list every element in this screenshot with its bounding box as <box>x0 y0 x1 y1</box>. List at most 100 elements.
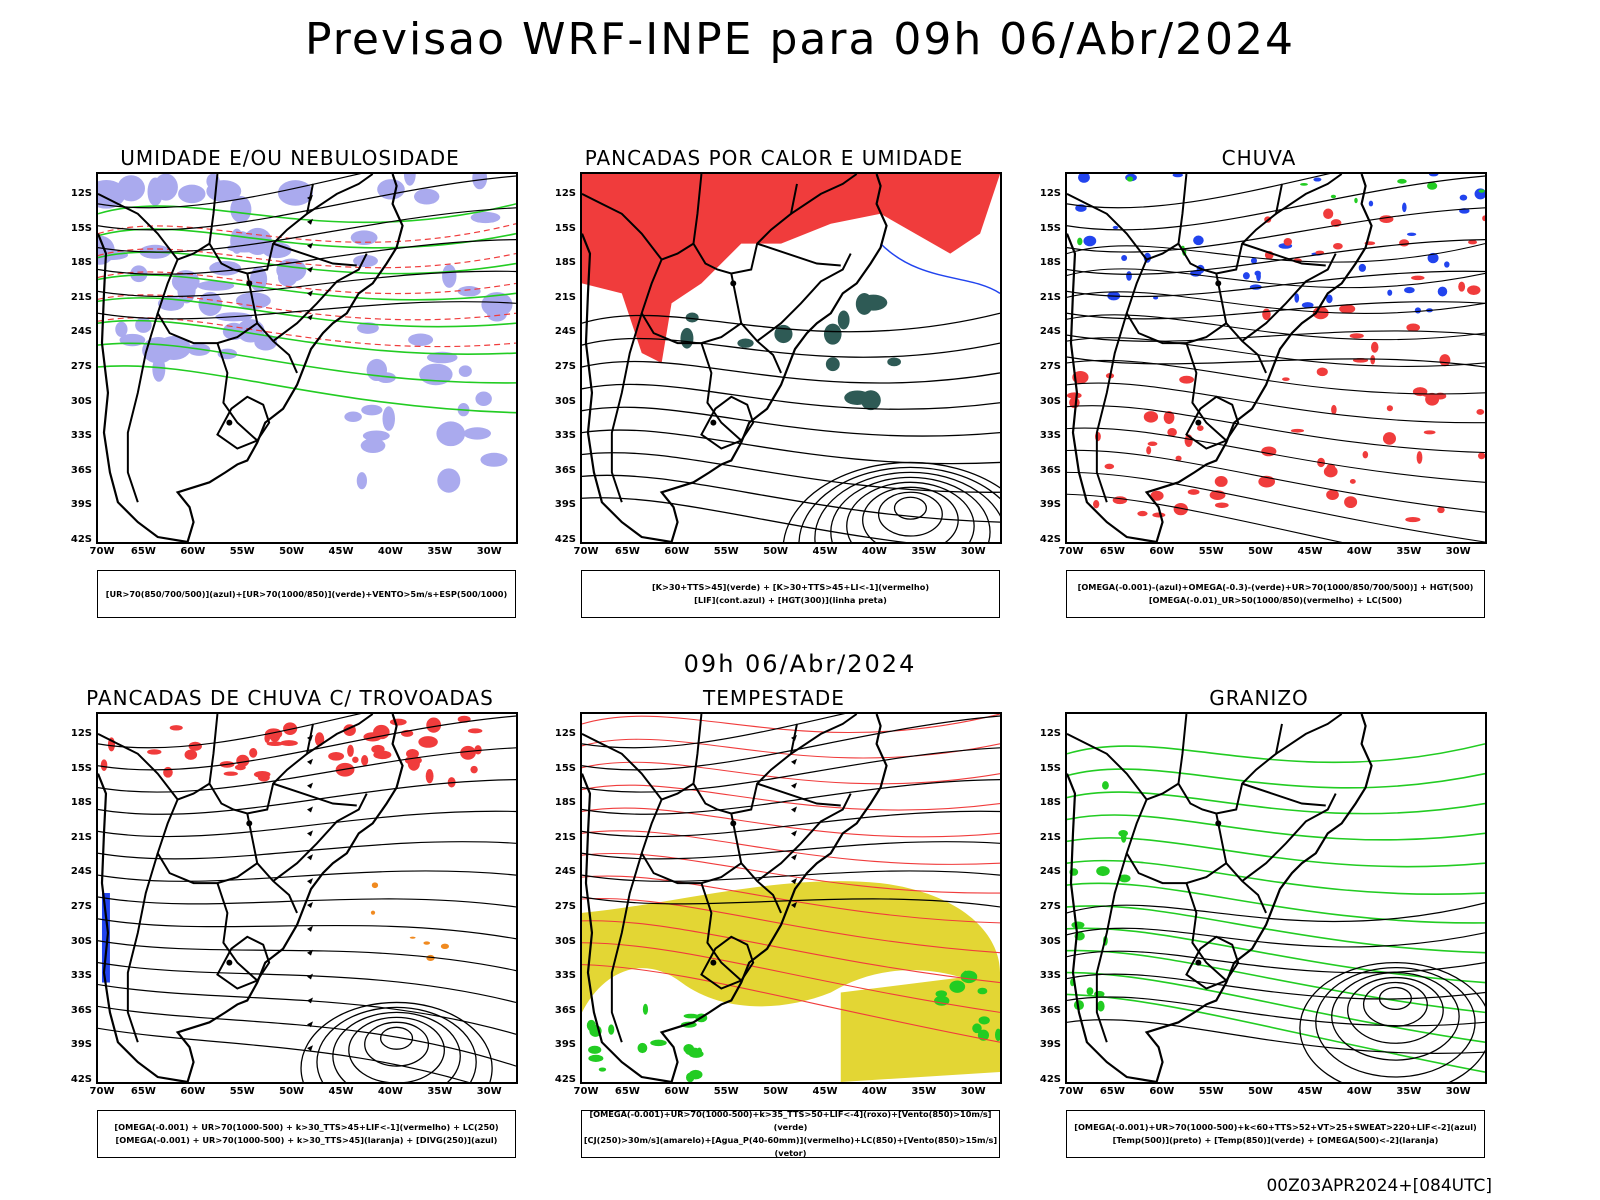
x-tick-label: 40W <box>1346 1086 1372 1097</box>
border-line <box>730 813 782 914</box>
y-tick-label: 24S <box>70 866 92 878</box>
shaded-cell <box>1112 496 1128 505</box>
shaded-cell <box>1214 502 1229 508</box>
contour-line <box>1347 976 1444 1044</box>
shaded-cell <box>688 1050 704 1058</box>
legend-line-1: [OMEGA(-0.001)+UR>70(1000-500)+k<60+TTS>… <box>1074 1122 1477 1132</box>
shaded-cell <box>371 744 385 754</box>
shaded-cell <box>1439 354 1451 367</box>
shaded-cell <box>1339 304 1356 314</box>
legend-line-1: [OMEGA(-0.001)-(azul)+OMEGA(-0.3)-(verde… <box>1077 582 1474 592</box>
contour-line <box>582 714 1000 734</box>
y-tick-label: 21S <box>70 831 92 843</box>
shaded-cell <box>472 174 488 190</box>
shaded-cell <box>115 321 128 337</box>
x-tick-label: 45W <box>1297 1086 1323 1097</box>
contour-line <box>1067 973 1485 1000</box>
shaded-cell <box>1459 194 1468 201</box>
shaded-cell <box>264 733 270 744</box>
contour-line <box>582 964 1000 1043</box>
contour-line <box>98 365 516 414</box>
panel-legend: [OMEGA(-0.001)-(azul)+OMEGA(-0.3)-(verde… <box>1066 570 1485 618</box>
x-tick-label: 35W <box>911 1086 937 1097</box>
shaded-cell <box>1425 392 1440 406</box>
shaded-cell <box>1358 263 1366 272</box>
shaded-cell <box>978 1016 990 1025</box>
contour-line <box>380 1026 414 1050</box>
panel-legend: [K>30+TTS>45](verde) + [K>30+TTS>45+LI<-… <box>581 570 1000 618</box>
contour-line <box>1067 471 1485 542</box>
lake-mark <box>1215 280 1222 287</box>
shaded-area <box>582 174 1000 363</box>
shaded-cell <box>1153 296 1159 300</box>
y-tick-label: 27S <box>70 901 92 912</box>
x-tick-label: 50W <box>279 1086 305 1097</box>
contour-line <box>862 486 959 542</box>
stream-arrow <box>307 925 313 932</box>
shaded-cell <box>1354 197 1358 204</box>
x-tick-label: 60W <box>664 546 690 557</box>
shaded-cell <box>1179 375 1195 384</box>
shaded-cell <box>1397 178 1407 184</box>
x-tick-label: 60W <box>664 1086 690 1097</box>
contour-line <box>1067 405 1485 454</box>
y-tick-label: 36S <box>554 464 576 476</box>
border-line <box>1125 782 1227 885</box>
stream-arrow <box>307 242 313 249</box>
streamline <box>98 918 516 940</box>
y-tick-label: 39S <box>554 1039 576 1051</box>
contour-line <box>846 481 975 542</box>
x-tick-label: 35W <box>1396 1086 1422 1097</box>
contour-line <box>782 461 1000 542</box>
shaded-cell <box>249 748 258 758</box>
shaded-cell <box>837 310 850 330</box>
shaded-cell <box>1096 866 1110 877</box>
y-tick-label: 33S <box>1039 430 1061 442</box>
border-line <box>582 193 663 261</box>
lake-mark <box>1215 820 1222 827</box>
streamline <box>1067 175 1485 231</box>
shaded-cell <box>688 1069 703 1080</box>
contour-line <box>1067 493 1343 542</box>
shaded-cell <box>382 406 395 431</box>
shaded-cell <box>1250 257 1258 264</box>
mid-title: 09h 06/Abr/2024 <box>683 650 917 678</box>
border-line <box>1241 242 1326 267</box>
shaded-cell <box>277 180 313 206</box>
streamline <box>1067 330 1485 342</box>
shaded-cell <box>1290 428 1305 433</box>
x-tick-label: 55W <box>1198 1086 1224 1097</box>
shaded-cell <box>1333 242 1343 250</box>
panel-legend: [UR>70(850/700/500)](azul)+[UR>70(1000/8… <box>97 570 516 618</box>
shaded-cell <box>1476 409 1485 415</box>
shaded-cell <box>1330 194 1337 199</box>
contour-line <box>1067 837 1485 868</box>
shaded-cell <box>1242 272 1250 280</box>
border-line <box>98 193 179 261</box>
streamline <box>98 747 516 793</box>
shaded-cell <box>236 754 250 767</box>
stream-arrow <box>791 830 797 837</box>
streamline <box>582 747 1000 793</box>
panel-title: CHUVA <box>1221 146 1297 170</box>
streamline <box>582 841 1000 860</box>
stream-arrow <box>307 266 313 273</box>
stream-arrow <box>307 997 313 1004</box>
y-tick-label: 27S <box>1039 901 1061 912</box>
y-tick-label: 42S <box>554 1074 576 1085</box>
x-tick-label: 65W <box>614 1086 640 1097</box>
x-tick-label: 55W <box>229 546 255 557</box>
shaded-cell <box>347 744 354 757</box>
coastline <box>98 714 404 1082</box>
shaded-cell <box>1187 489 1200 495</box>
y-tick-label: 18S <box>554 257 576 269</box>
shaded-cell <box>425 769 434 784</box>
shaded-cell <box>1097 1000 1105 1012</box>
shaded-cell <box>1316 367 1328 377</box>
stream-arrow <box>791 854 797 861</box>
streamline <box>98 779 516 815</box>
streamline <box>98 715 516 771</box>
panel-title: UMIDADE E/OU NEBULOSIDADE <box>120 146 460 170</box>
x-tick-label: 60W <box>1149 1086 1175 1097</box>
x-tick-label: 30W <box>476 1086 502 1097</box>
